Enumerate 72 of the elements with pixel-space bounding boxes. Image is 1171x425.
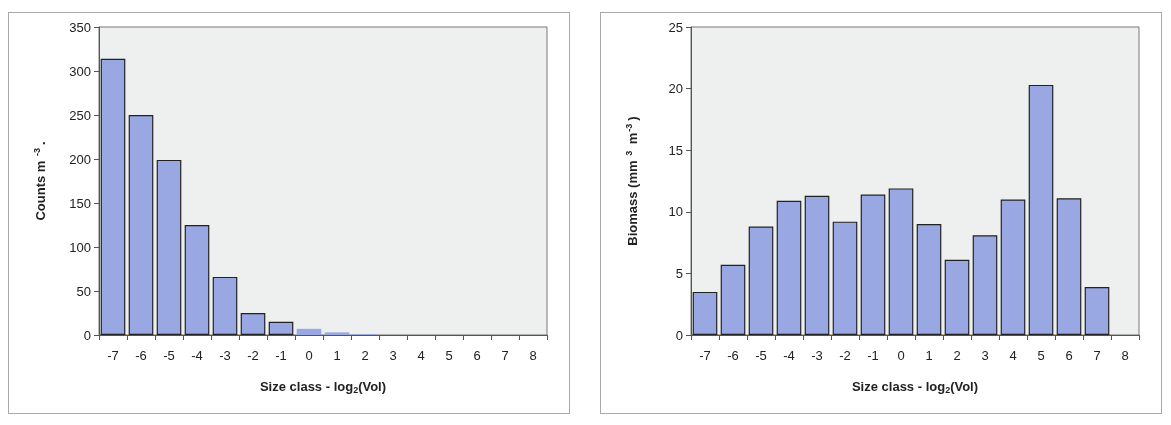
x-tick-label: 1 bbox=[333, 348, 341, 363]
y-tick-label: 0 bbox=[675, 327, 683, 343]
bar bbox=[832, 221, 858, 335]
x-tick-label: 3 bbox=[389, 348, 397, 363]
x-tick-label: -5 bbox=[163, 348, 175, 363]
bar bbox=[156, 159, 182, 335]
x-tick-label: 2 bbox=[361, 348, 369, 363]
x-tick-label: 0 bbox=[305, 348, 313, 363]
x-tick-label: -1 bbox=[867, 348, 879, 363]
y-tick-label: 100 bbox=[69, 239, 91, 255]
bar bbox=[916, 224, 942, 335]
bar bbox=[804, 195, 830, 335]
bar bbox=[296, 328, 322, 335]
bar bbox=[776, 200, 802, 335]
x-tick-label: -6 bbox=[135, 348, 147, 363]
bar bbox=[212, 276, 238, 335]
bar bbox=[860, 194, 886, 335]
bar bbox=[720, 264, 746, 335]
x-tick-label: 0 bbox=[897, 348, 905, 363]
bar bbox=[240, 313, 266, 335]
x-tick-label: -3 bbox=[811, 348, 823, 363]
x-tick-label: -2 bbox=[839, 348, 851, 363]
x-tick-label: -4 bbox=[783, 348, 795, 363]
bar bbox=[184, 225, 210, 335]
bar bbox=[748, 226, 774, 335]
bar bbox=[972, 235, 998, 335]
y-tick-label: 300 bbox=[69, 63, 91, 79]
x-tick-label: 8 bbox=[529, 348, 537, 363]
x-tick-label: 7 bbox=[1093, 348, 1101, 363]
bar bbox=[268, 321, 294, 335]
bar bbox=[1084, 286, 1110, 335]
y-axis-title: Biomass (mm 3 m-3) bbox=[623, 116, 640, 246]
bar bbox=[692, 291, 718, 335]
x-tick-label: -7 bbox=[107, 348, 119, 363]
bar bbox=[128, 115, 154, 335]
y-tick-label: 350 bbox=[69, 19, 91, 35]
y-tick-label: 150 bbox=[69, 195, 91, 211]
x-tick-label: 1 bbox=[925, 348, 933, 363]
x-tick-label: 7 bbox=[501, 348, 509, 363]
y-tick-label: 50 bbox=[76, 283, 91, 299]
y-tick-label: 10 bbox=[668, 204, 683, 220]
y-tick-label: 15 bbox=[668, 142, 683, 158]
x-tick-label: 2 bbox=[953, 348, 961, 363]
y-tick-label: 250 bbox=[69, 107, 91, 123]
x-tick-label: -3 bbox=[219, 348, 231, 363]
x-tick-label: -1 bbox=[275, 348, 287, 363]
y-tick-label: 20 bbox=[668, 81, 683, 97]
y-tick-label: 5 bbox=[675, 265, 683, 281]
x-tick-label: 5 bbox=[445, 348, 453, 363]
x-tick-label: -6 bbox=[727, 348, 739, 363]
x-tick-label: -4 bbox=[191, 348, 203, 363]
bar bbox=[888, 188, 914, 335]
bar bbox=[324, 332, 350, 335]
x-tick-label: 5 bbox=[1037, 348, 1045, 363]
x-tick-label: 6 bbox=[473, 348, 481, 363]
x-tick-label: 8 bbox=[1121, 348, 1129, 363]
bar bbox=[100, 58, 126, 335]
x-tick-label: 6 bbox=[1065, 348, 1073, 363]
x-tick-label: -5 bbox=[755, 348, 767, 363]
x-tick-label: -7 bbox=[699, 348, 711, 363]
x-tick-label: 3 bbox=[981, 348, 989, 363]
x-tick-label: 4 bbox=[417, 348, 425, 363]
y-tick-label: 25 bbox=[668, 19, 683, 35]
y-tick-label: 0 bbox=[83, 327, 91, 343]
y-axis-title: Counts m -3. bbox=[31, 141, 48, 221]
bar bbox=[944, 259, 970, 335]
bar bbox=[1056, 198, 1082, 335]
bar bbox=[1028, 84, 1054, 335]
y-tick-label: 200 bbox=[69, 151, 91, 167]
bar bbox=[1000, 199, 1026, 335]
x-tick-label: -2 bbox=[247, 348, 259, 363]
x-tick-label: 4 bbox=[1009, 348, 1017, 363]
